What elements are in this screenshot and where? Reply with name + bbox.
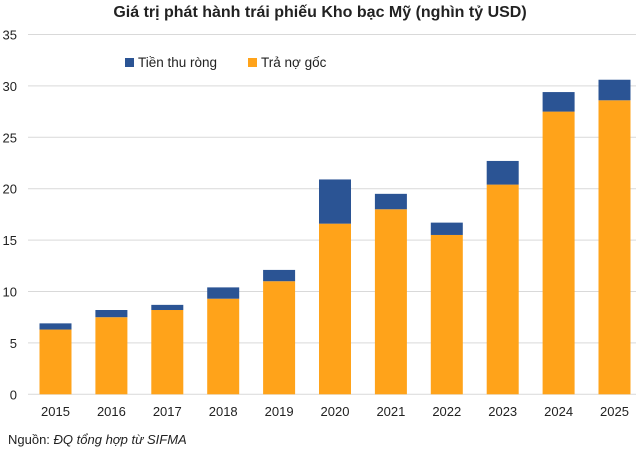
source-text: ĐQ tổng hợp từ SIFMA <box>53 432 187 447</box>
source-note: Nguồn: ĐQ tổng hợp từ SIFMA <box>8 432 187 447</box>
legend-swatch <box>248 58 257 67</box>
bar-segment <box>151 310 184 395</box>
legend-label: Tiền thu ròng <box>138 55 217 70</box>
x-tick-label: 2015 <box>41 404 70 419</box>
bar-segment <box>486 160 519 185</box>
bar-segment <box>374 193 407 210</box>
bar-segment <box>598 79 631 101</box>
x-tick-label: 2020 <box>321 404 350 419</box>
x-tick-label: 2017 <box>153 404 182 419</box>
y-tick-label: 15 <box>3 233 17 248</box>
x-tick-label: 2018 <box>209 404 238 419</box>
y-tick-label: 35 <box>3 28 17 43</box>
bar-segment <box>207 287 240 299</box>
bar-segment <box>39 323 72 330</box>
bar-segment <box>319 223 351 395</box>
x-tick-label: 2022 <box>432 404 461 419</box>
bar-segment <box>374 209 407 395</box>
bar-segment <box>151 304 184 311</box>
y-tick-label: 0 <box>10 387 17 402</box>
y-tick-label: 20 <box>3 182 17 197</box>
chart-title: Giá trị phát hành trái phiếu Kho bạc Mỹ … <box>113 4 527 21</box>
y-tick-label: 25 <box>3 130 17 145</box>
bar-segment <box>39 329 72 395</box>
x-tick-label: 2023 <box>488 404 517 419</box>
bar-segment <box>542 92 575 112</box>
legend-label: Trả nợ gốc <box>261 55 327 70</box>
x-tick-label: 2025 <box>600 404 629 419</box>
x-tick-label: 2021 <box>376 404 405 419</box>
bar-segment <box>486 184 519 395</box>
x-tick-label: 2016 <box>97 404 126 419</box>
y-tick-label: 5 <box>10 336 17 351</box>
bar-segment <box>430 222 463 235</box>
y-tick-label: 30 <box>3 79 17 94</box>
bar-segment <box>542 111 575 395</box>
bar-segment <box>207 298 240 395</box>
bar-segment <box>430 234 463 395</box>
bar-segment <box>598 100 631 395</box>
bar-segment <box>263 269 296 282</box>
bar-segment <box>319 179 351 224</box>
bar-segment <box>95 310 128 318</box>
x-tick-label: 2024 <box>544 404 573 419</box>
y-tick-label: 10 <box>3 285 17 300</box>
x-tick-label: 2019 <box>265 404 294 419</box>
bar-segment <box>95 317 128 395</box>
bar-segment <box>263 281 296 395</box>
legend-swatch <box>125 58 134 67</box>
source-label: Nguồn: <box>8 432 50 447</box>
